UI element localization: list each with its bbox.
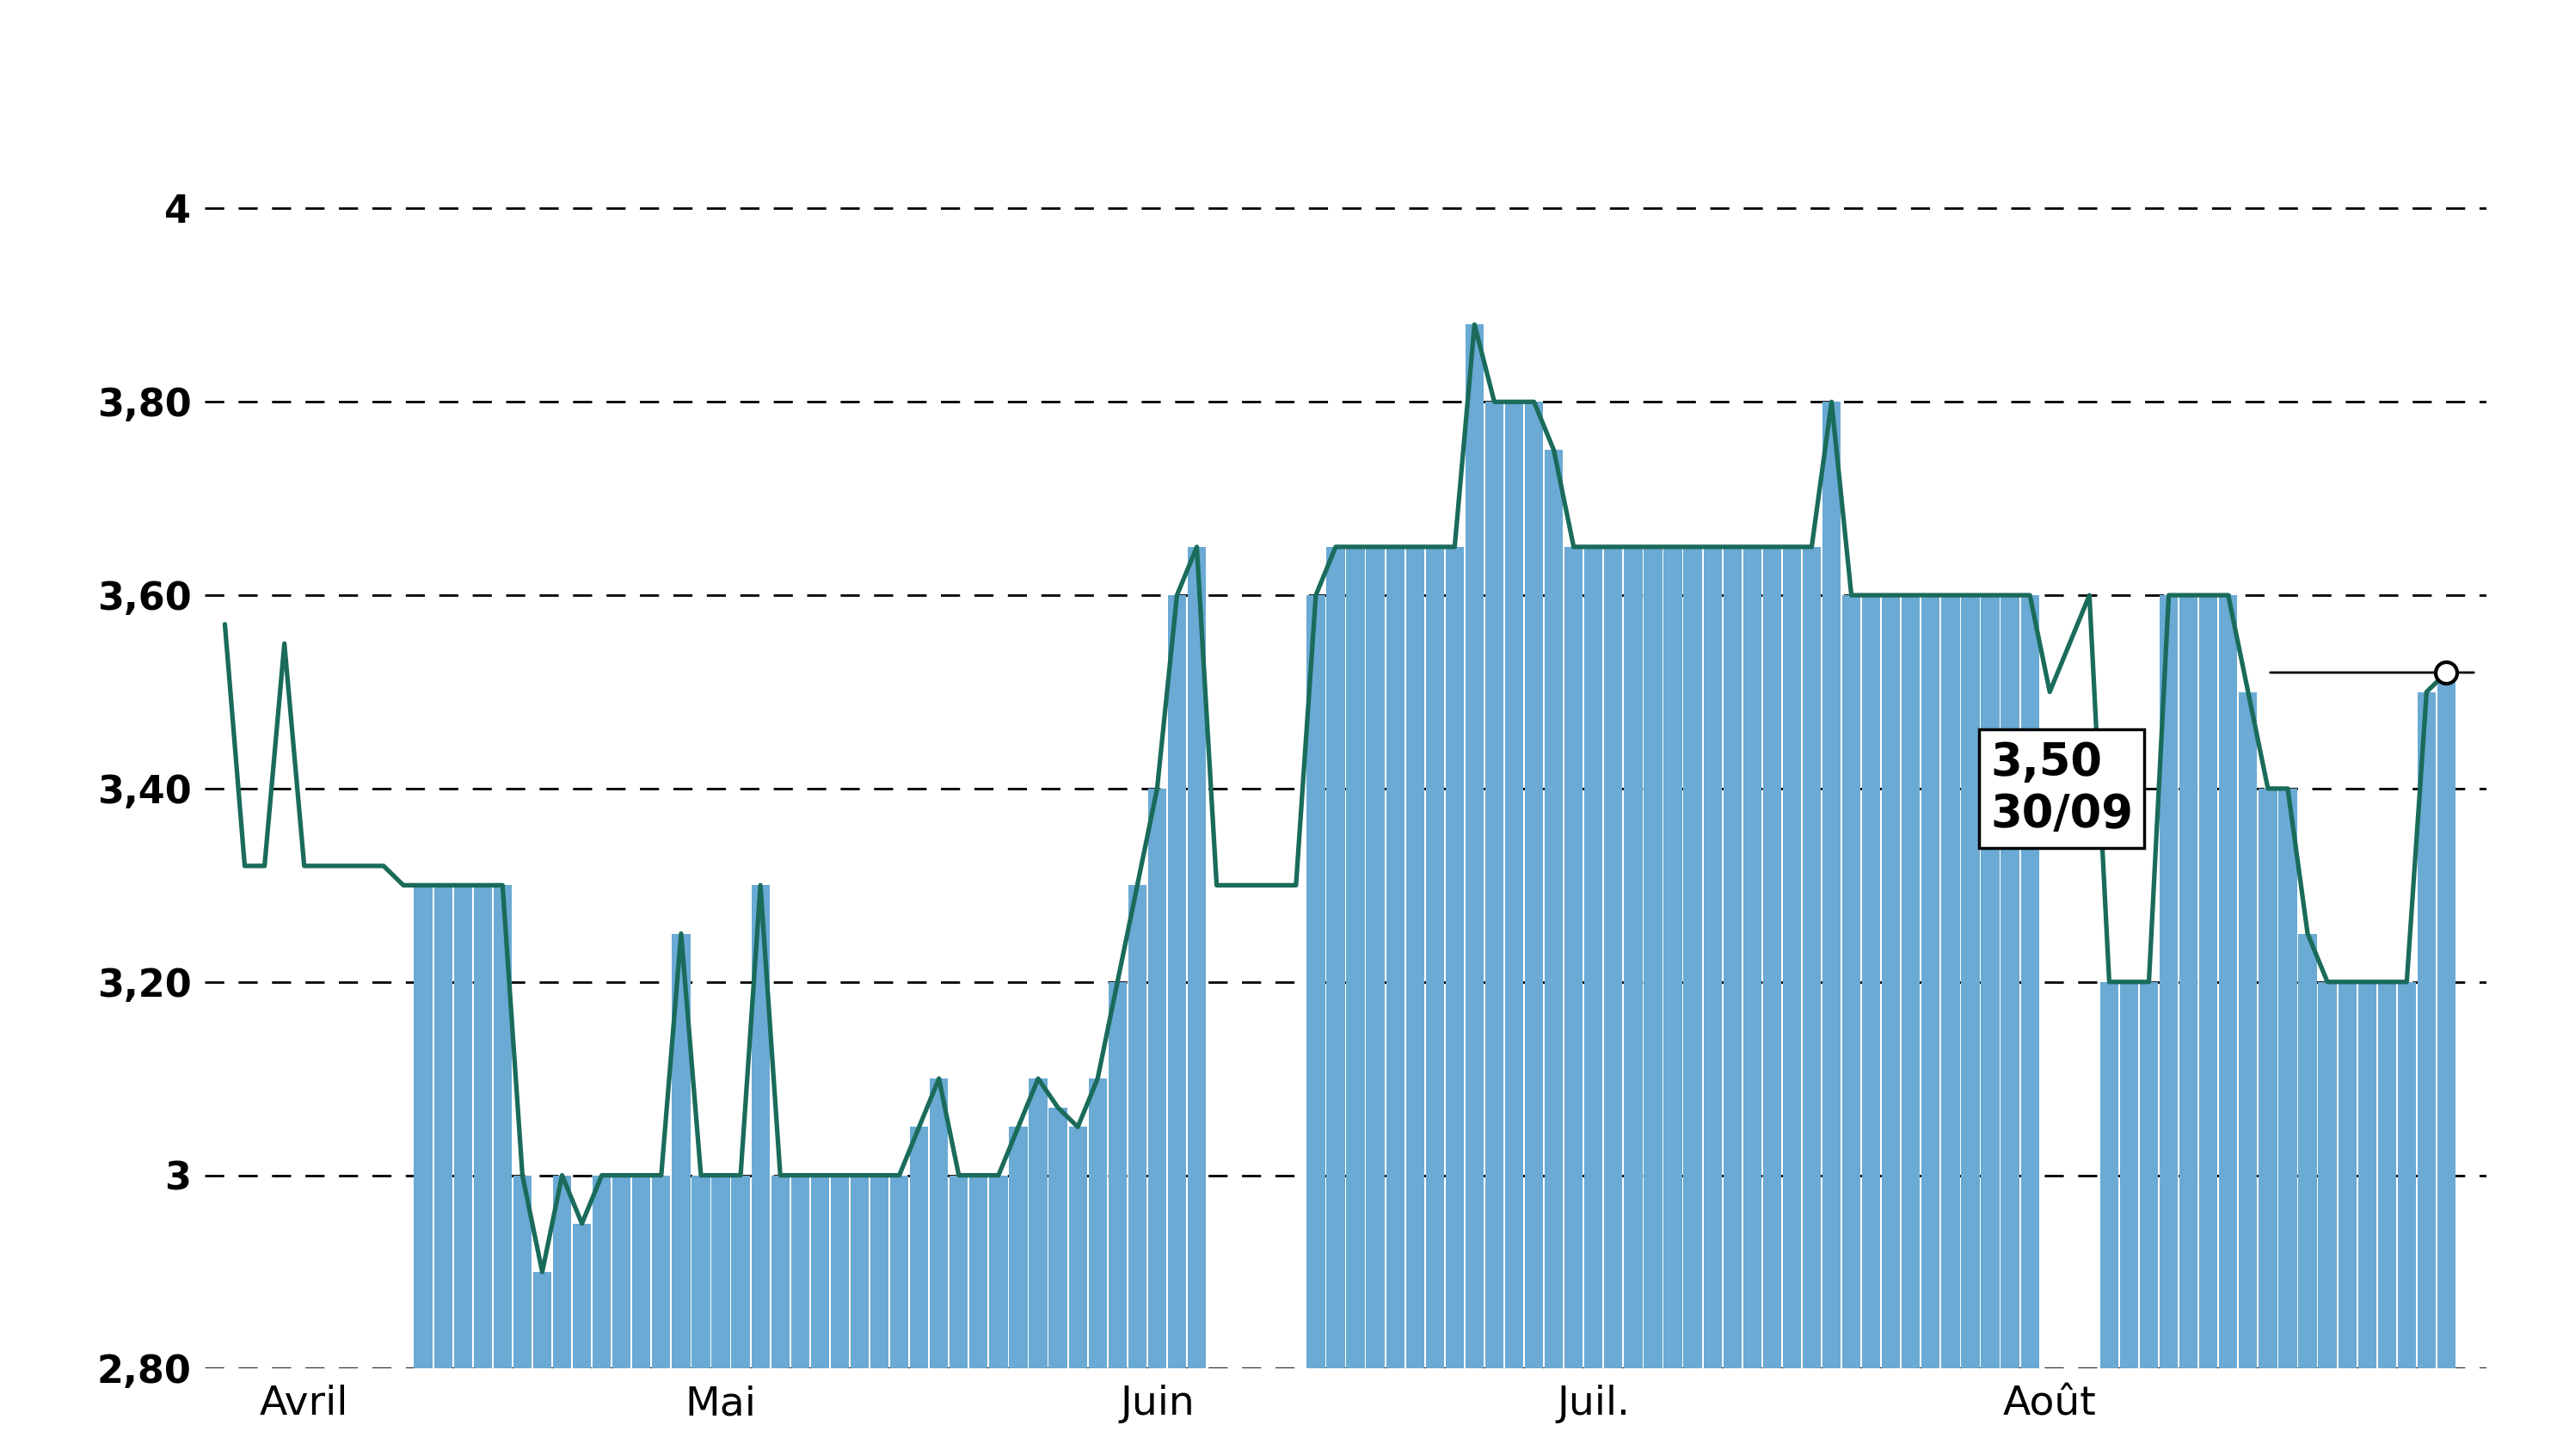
Bar — [433, 885, 451, 1369]
Bar — [1784, 547, 1802, 1369]
Bar — [1089, 1079, 1107, 1369]
Bar — [810, 1175, 828, 1369]
Bar — [1169, 596, 1187, 1369]
Bar — [1625, 547, 1643, 1369]
Bar — [1148, 789, 1166, 1369]
Bar — [1881, 596, 1899, 1369]
Bar — [2378, 981, 2396, 1369]
Bar — [1504, 402, 1522, 1369]
Bar — [1187, 547, 1207, 1369]
Bar — [771, 1175, 789, 1369]
Bar — [495, 885, 513, 1369]
Bar — [1387, 547, 1405, 1369]
Bar — [2279, 789, 2296, 1369]
Bar — [2320, 981, 2337, 1369]
Bar — [1425, 547, 1443, 1369]
Bar — [1446, 547, 1463, 1369]
Bar — [730, 1175, 751, 1369]
Bar — [1922, 596, 1940, 1369]
Bar — [651, 1175, 672, 1369]
Bar — [1643, 547, 1663, 1369]
Bar — [1822, 402, 1840, 1369]
Bar — [1563, 547, 1584, 1369]
Bar — [1328, 547, 1346, 1369]
Bar — [2437, 673, 2455, 1369]
Bar — [533, 1273, 551, 1369]
Text: ELECT. MADAGASCAR: ELECT. MADAGASCAR — [710, 31, 1853, 122]
Bar — [1307, 596, 1325, 1369]
Bar — [930, 1079, 948, 1369]
Bar — [1722, 547, 1740, 1369]
Bar — [1863, 596, 1881, 1369]
Bar — [792, 1175, 810, 1369]
Bar — [554, 1175, 572, 1369]
Bar — [830, 1175, 848, 1369]
Bar — [2358, 981, 2376, 1369]
Bar — [2417, 692, 2435, 1369]
Bar — [969, 1175, 987, 1369]
Bar — [910, 1127, 928, 1369]
Bar — [2220, 596, 2237, 1369]
Bar — [1604, 547, 1622, 1369]
Bar — [1525, 402, 1543, 1369]
Bar — [1107, 981, 1128, 1369]
Bar — [613, 1175, 630, 1369]
Bar — [1010, 1127, 1028, 1369]
Bar — [572, 1223, 592, 1369]
Bar — [1346, 547, 1364, 1369]
Bar — [2199, 596, 2217, 1369]
Bar — [1663, 547, 1681, 1369]
Text: 3,50
30/09: 3,50 30/09 — [1991, 740, 2132, 837]
Bar — [2120, 981, 2138, 1369]
Bar — [1545, 450, 1563, 1369]
Bar — [951, 1175, 969, 1369]
Bar — [713, 1175, 730, 1369]
Bar — [1802, 547, 1820, 1369]
Bar — [1128, 885, 1146, 1369]
Bar — [1584, 547, 1602, 1369]
Bar — [1843, 596, 1861, 1369]
Bar — [2396, 981, 2417, 1369]
Bar — [989, 1175, 1007, 1369]
Bar — [454, 885, 472, 1369]
Bar — [1940, 596, 1961, 1369]
Bar — [1981, 596, 1999, 1369]
Bar — [1466, 325, 1484, 1369]
Bar — [871, 1175, 889, 1369]
Bar — [415, 885, 433, 1369]
Bar — [2002, 596, 2020, 1369]
Bar — [474, 885, 492, 1369]
Bar — [672, 933, 689, 1369]
Bar — [2161, 596, 2179, 1369]
Bar — [1684, 547, 1702, 1369]
Bar — [1902, 596, 1920, 1369]
Bar — [751, 885, 769, 1369]
Bar — [2240, 692, 2258, 1369]
Bar — [1763, 547, 1781, 1369]
Bar — [1743, 547, 1761, 1369]
Bar — [1048, 1108, 1066, 1369]
Bar — [1704, 547, 1722, 1369]
Bar — [2140, 981, 2158, 1369]
Bar — [1484, 402, 1504, 1369]
Bar — [851, 1175, 869, 1369]
Bar — [2020, 596, 2040, 1369]
Bar — [1366, 547, 1384, 1369]
Bar — [2099, 981, 2120, 1369]
Bar — [1028, 1079, 1048, 1369]
Bar — [633, 1175, 651, 1369]
Bar — [2299, 933, 2317, 1369]
Bar — [513, 1175, 531, 1369]
Bar — [2179, 596, 2196, 1369]
Bar — [592, 1175, 610, 1369]
Bar — [889, 1175, 907, 1369]
Bar — [1069, 1127, 1087, 1369]
Bar — [1961, 596, 1979, 1369]
Bar — [1407, 547, 1425, 1369]
Bar — [692, 1175, 710, 1369]
Bar — [2337, 981, 2355, 1369]
Bar — [2258, 789, 2276, 1369]
